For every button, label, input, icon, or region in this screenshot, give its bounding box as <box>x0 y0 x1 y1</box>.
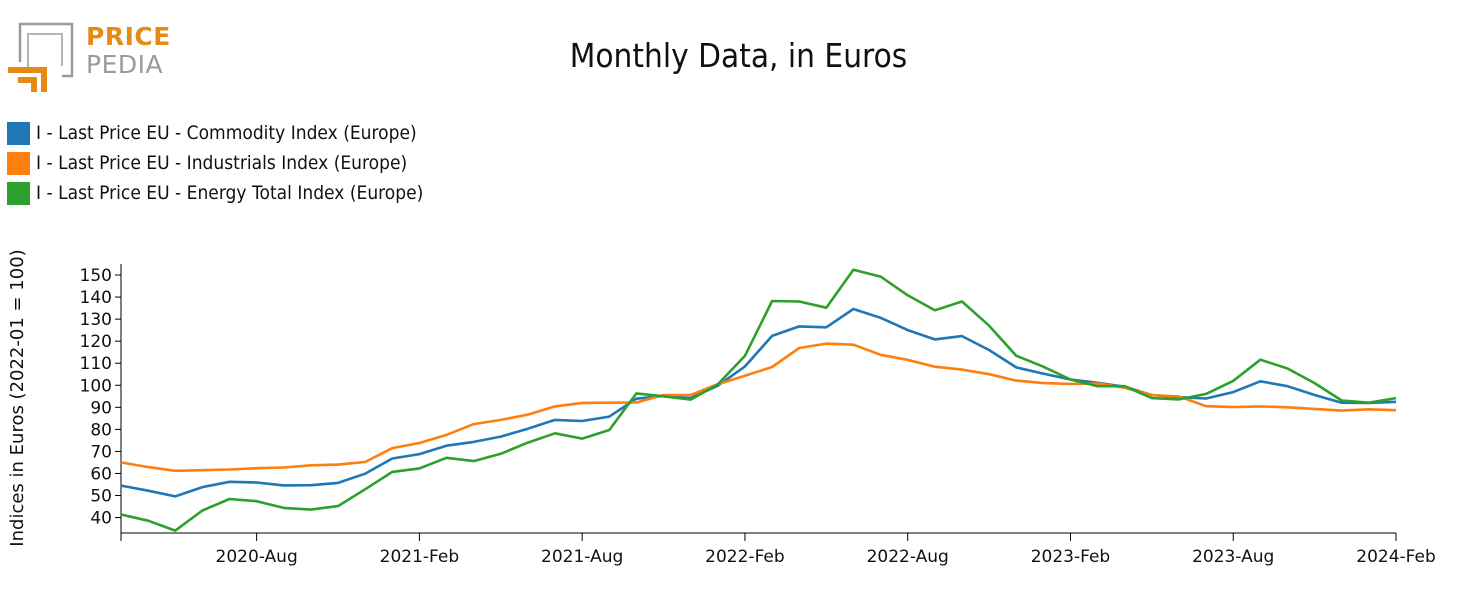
pricepedia-logo: PRICE PEDIA <box>8 22 171 94</box>
legend-item-energy[interactable]: I - Last Price EU - Energy Total Index (… <box>7 178 466 208</box>
x-axis: 2020-Aug 2021-Feb 2021-Aug 2022-Feb 2022-Aug… <box>120 532 1436 567</box>
logo-mark-icon <box>8 22 74 92</box>
x-tick-label: 2022-Aug <box>867 547 949 567</box>
chart-title: Monthly Data, in Euros <box>569 36 908 75</box>
y-tick-label: 130 <box>80 310 112 330</box>
legend-item-commodity[interactable]: I - Last Price EU - Commodity Index (Eur… <box>7 118 466 148</box>
logo-pedia-text: PEDIA <box>86 50 164 79</box>
x-tick-label: 2023-Feb <box>1031 547 1111 567</box>
legend-swatch-industrials <box>7 151 30 175</box>
legend-item-industrials[interactable]: I - Last Price EU - Industrials Index (E… <box>7 148 466 178</box>
legend-swatch-energy <box>7 181 30 205</box>
x-tick-label: 2021-Aug <box>541 547 623 567</box>
series-layer <box>120 268 1397 532</box>
x-tick-label: 2021-Feb <box>380 547 460 567</box>
legend-swatch-commodity <box>7 121 30 145</box>
y-axis-label: Indices in Euros (2022-01 = 100) <box>7 249 28 546</box>
y-tick-label: 150 <box>80 266 112 286</box>
y-tick-label: 50 <box>90 487 112 507</box>
series-line-1 <box>120 307 1397 498</box>
series-line-3 <box>120 268 1397 532</box>
legend-label-commodity: I - Last Price EU - Commodity Index (Eur… <box>36 122 417 144</box>
y-tick-label: 110 <box>80 354 112 374</box>
legend-label-industrials: I - Last Price EU - Industrials Index (E… <box>36 152 408 174</box>
legend-label-energy: I - Last Price EU - Energy Total Index (… <box>36 182 424 204</box>
y-tick-label: 60 <box>90 464 112 484</box>
y-tick-label: 140 <box>80 288 112 308</box>
x-tick-label: 2022-Feb <box>705 547 785 567</box>
y-tick-label: 100 <box>80 376 112 396</box>
x-tick-label: 2020-Aug <box>216 547 298 567</box>
y-tick-label: 120 <box>80 332 112 352</box>
chart-legend: I - Last Price EU - Commodity Index (Eur… <box>7 118 466 208</box>
x-tick-label: 2023-Aug <box>1192 547 1274 567</box>
x-tick-label: 2024-Feb <box>1356 547 1436 567</box>
y-tick-label: 90 <box>90 398 112 418</box>
y-tick-label: 40 <box>90 509 112 529</box>
series-line-2 <box>120 342 1397 473</box>
logo-price-text: PRICE <box>86 22 171 51</box>
y-tick-label: 70 <box>90 442 112 462</box>
y-tick-label: 80 <box>90 420 112 440</box>
